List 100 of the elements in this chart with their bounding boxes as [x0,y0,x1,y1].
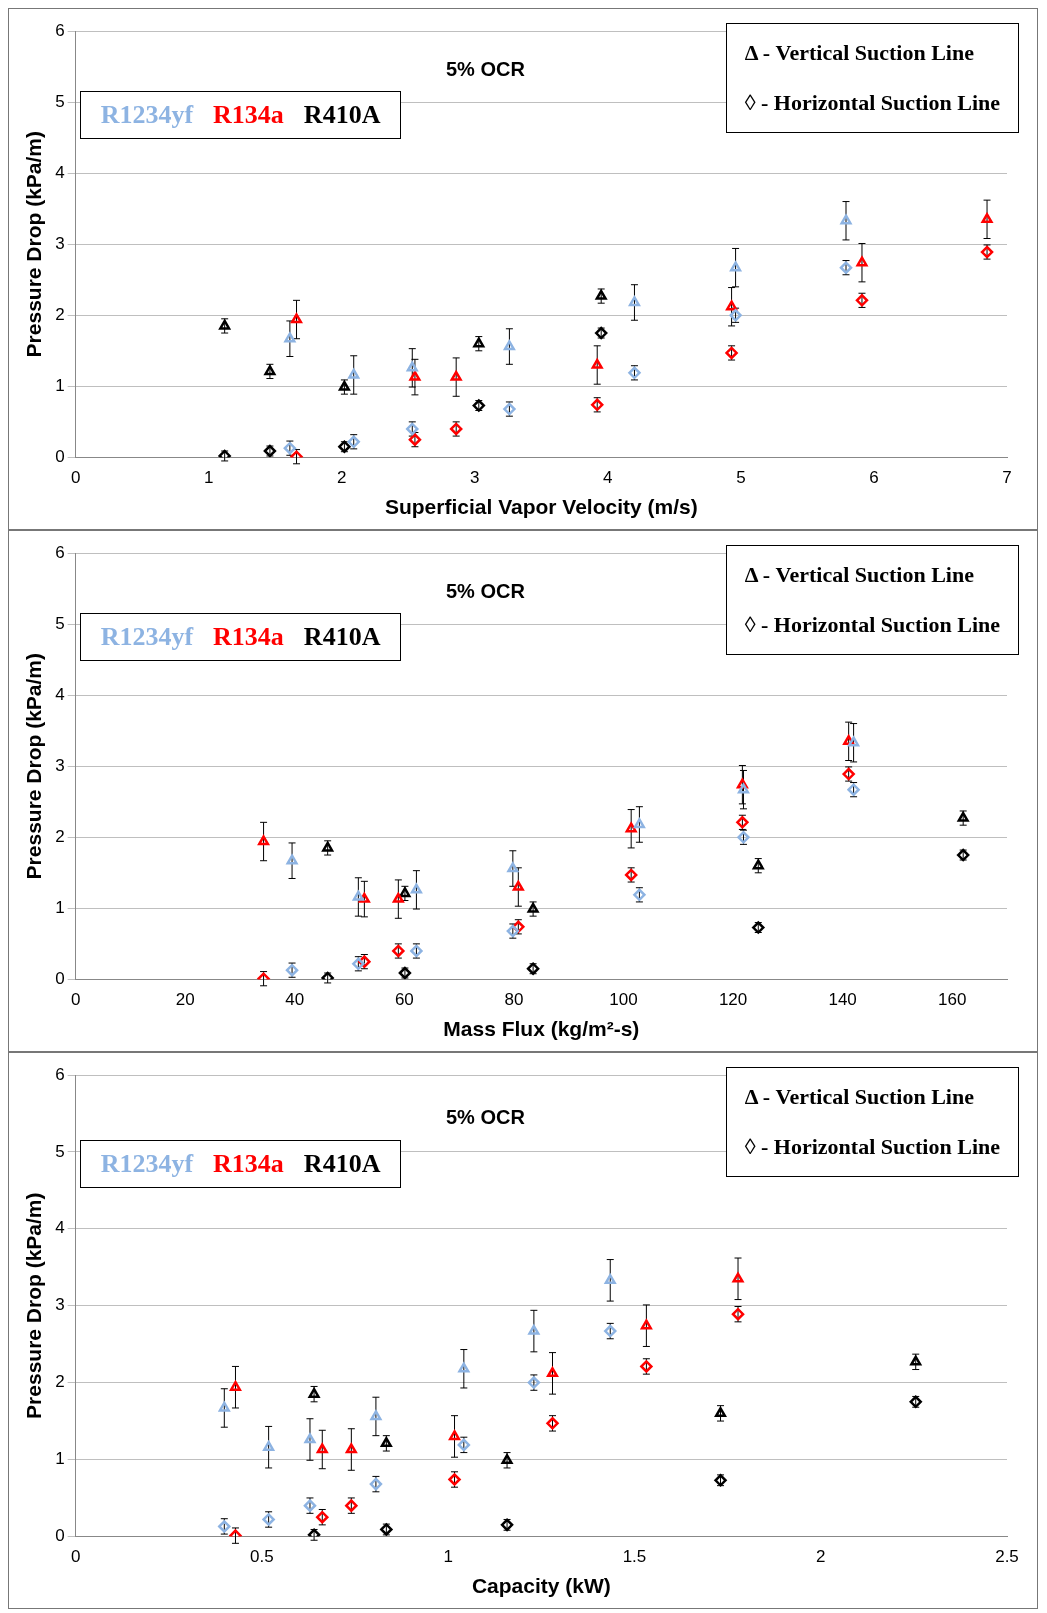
point [316,1443,328,1454]
point [345,1443,357,1454]
y-tick-label: 2 [55,304,65,324]
point [957,811,969,822]
point [512,880,524,891]
x-axis-title: Mass Flux (kg/m²-s) [443,1017,640,1041]
point [264,365,276,376]
y-tick-label: 3 [55,1295,65,1315]
y-tick-label: 0 [55,969,65,989]
x-tick-label: 2 [816,1547,826,1567]
y-tick-label: 1 [55,898,65,918]
point [840,214,852,225]
x-tick-label: 7 [1002,468,1012,488]
point [348,368,360,379]
point [628,296,641,307]
y-axis-title: Pressure Drop (kPa/m) [22,130,46,358]
point [399,887,411,898]
x-axis-title: Superficial Vapor Velocity (m/s) [384,495,698,519]
x-axis-title: Capacity (kW) [471,1574,611,1598]
point [507,862,519,873]
y-axis-title: Pressure Drop (kPa/m) [22,652,46,880]
point [450,370,462,381]
y-tick-label: 0 [55,447,65,467]
x-tick-label: 120 [718,990,748,1010]
point [338,380,350,391]
x-tick-label: 160 [938,990,967,1010]
text: R134a [213,1148,284,1179]
y-tick-label: 3 [55,233,65,253]
point [284,332,296,343]
x-tick-label: 5 [736,468,746,488]
y-tick-label: 5 [55,613,65,633]
x-tick-label: 4 [603,468,613,488]
point [290,313,303,324]
point [848,736,860,747]
y-tick-label: 6 [55,20,65,40]
annotation: 5% OCR [445,1105,525,1129]
y-axis-title: Pressure Drop (kPa/m) [22,1192,46,1419]
y-tick-label: 4 [55,1218,65,1238]
y-tick-label: 6 [55,542,65,562]
point [448,1430,461,1441]
text: R1234yf [100,621,194,652]
point [503,340,515,351]
annotation: ◊ - Horizontal Suction Line [744,89,1000,117]
y-tick-label: 2 [55,826,65,846]
annotation: 5% OCR [445,57,525,81]
x-tick-label: 2 [337,468,347,488]
y-tick-label: 4 [55,162,65,182]
text: R1234yf [100,1148,194,1179]
point [473,337,485,348]
point [595,289,607,300]
x-tick-label: 0 [70,1547,81,1567]
point [286,854,298,865]
x-tick-label: 60 [394,990,414,1010]
point [732,1272,744,1283]
point [406,361,418,372]
point [591,358,603,369]
point [737,783,750,794]
text: R134a [213,621,284,652]
point [458,1362,470,1373]
point [625,822,637,833]
y-tick-label: 1 [55,376,65,396]
x-tick-label: 1.5 [622,1547,647,1567]
point [730,261,742,272]
point [981,213,993,224]
annotation: Δ - Vertical Suction Line [744,561,975,589]
point [304,1433,316,1444]
x-tick-label: 2.5 [995,1547,1019,1567]
x-tick-label: 0 [70,990,81,1010]
x-tick-label: 1 [203,468,214,488]
y-tick-label: 0 [55,1526,65,1546]
annotation: ◊ - Horizontal Suction Line [744,1133,1000,1161]
annotation: Δ - Vertical Suction Line [744,39,975,67]
y-tick-label: 5 [55,1141,65,1161]
x-tick-label: 40 [285,990,305,1010]
point [527,902,539,913]
x-tick-label: 3 [470,468,480,488]
point [726,300,738,311]
point [528,1324,540,1335]
x-tick-label: 140 [828,990,857,1010]
point [308,1387,320,1398]
point [752,859,764,870]
annotation: Δ - Vertical Suction Line [744,1083,975,1111]
x-tick-label: 20 [175,990,195,1010]
point [410,883,422,894]
text: R410A [303,1148,381,1179]
x-tick-label: 6 [869,468,879,488]
y-tick-label: 4 [55,684,65,704]
point [501,1454,513,1465]
point [263,1440,275,1451]
x-tick-label: 80 [504,990,524,1010]
text: R1234yf [100,99,194,130]
annotation: ◊ - Horizontal Suction Line [744,611,1000,639]
text: R134a [213,99,284,130]
text: R410A [303,621,381,652]
y-tick-label: 2 [55,1372,65,1392]
point [380,1437,392,1448]
x-tick-label: 0 [70,468,81,488]
point [409,370,421,381]
point [370,1410,382,1421]
point [218,1401,230,1412]
